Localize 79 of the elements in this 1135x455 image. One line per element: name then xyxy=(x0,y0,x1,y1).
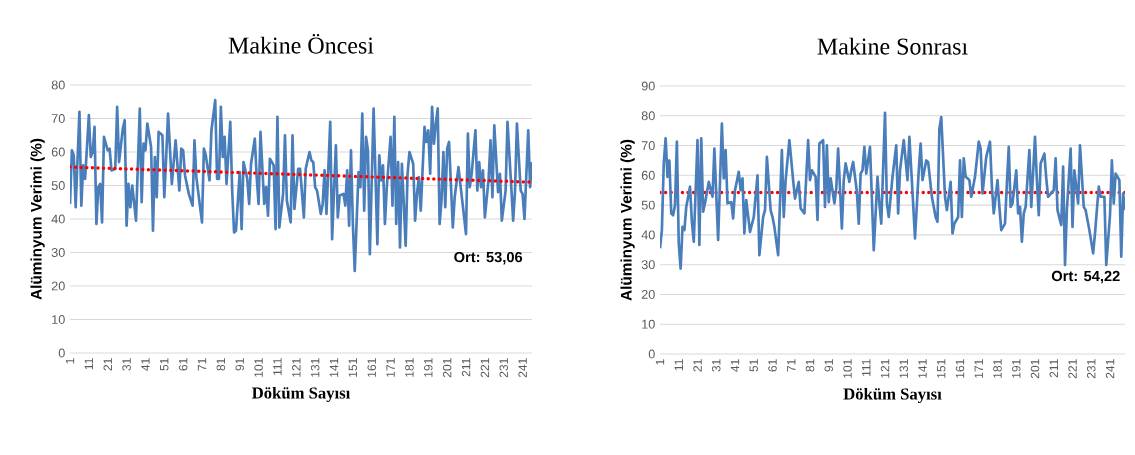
y-tick-label: 0 xyxy=(648,349,655,359)
x-axis-title: Döküm Sayısı xyxy=(843,387,942,404)
y-tick-label: 40 xyxy=(641,230,655,240)
x-axis-title: Döküm Sayısı xyxy=(251,386,351,403)
x-tick-label: 221 xyxy=(1068,359,1077,379)
y-tick-label: 20 xyxy=(51,281,65,291)
x-tick-label: 41 xyxy=(141,358,150,371)
x-tick-label: 171 xyxy=(386,358,395,377)
chart-title: Makine Öncesi xyxy=(228,33,374,54)
annotation: Ort: 53,06 xyxy=(454,251,523,265)
y-tick-label: 60 xyxy=(641,170,655,180)
x-tick-label: 161 xyxy=(367,358,376,377)
x-tick-label: 231 xyxy=(1087,359,1096,379)
x-tick-label: 141 xyxy=(329,358,339,377)
chart-title: Makine Sonrası xyxy=(817,37,968,55)
y-tick-label: 10 xyxy=(642,319,655,329)
y-axis-title: Alüminyum Verimi (%) xyxy=(30,138,45,300)
x-tick-label: 131 xyxy=(310,358,320,377)
x-tick-label: 121 xyxy=(292,358,301,377)
x-tick-label: 161 xyxy=(955,359,965,378)
x-tick-label: 61 xyxy=(768,359,777,372)
y-tick-label: 60 xyxy=(51,147,65,157)
x-tick-label: 11 xyxy=(674,359,683,371)
x-tick-label: 1 xyxy=(655,359,665,365)
y-tick-label: 80 xyxy=(51,80,65,90)
y-tick-label: 80 xyxy=(641,111,655,121)
x-tick-label: 221 xyxy=(480,358,490,378)
x-tick-label: 201 xyxy=(442,358,452,378)
x-tick-label: 71 xyxy=(787,359,796,372)
x-tick-label: 81 xyxy=(805,359,815,372)
y-tick-label: 10 xyxy=(52,315,65,324)
y-tick-label: 50 xyxy=(641,200,655,210)
x-tick-label: 31 xyxy=(122,358,131,371)
x-tick-label: 191 xyxy=(1012,359,1021,378)
x-tick-label: 171 xyxy=(974,359,983,378)
x-tick-label: 201 xyxy=(1030,359,1040,379)
y-tick-label: 0 xyxy=(58,348,65,358)
x-tick-label: 241 xyxy=(518,358,527,378)
annotation: Ort: 54,22 xyxy=(1051,270,1120,284)
line-series xyxy=(70,98,533,273)
x-tick-label: 131 xyxy=(899,359,909,378)
y-tick-label: 40 xyxy=(51,214,65,224)
x-tick-label: 231 xyxy=(499,358,508,378)
x-tick-label: 141 xyxy=(918,359,927,378)
x-tick-label: 241 xyxy=(1105,359,1115,379)
x-tick-label: 111 xyxy=(862,359,871,377)
x-tick-label: 41 xyxy=(730,359,740,372)
y-tick-label: 90 xyxy=(641,81,655,91)
y-axis-title: Alüminyum Verimi (%) xyxy=(620,139,635,301)
x-tick-label: 21 xyxy=(693,359,702,372)
y-tick-label: 70 xyxy=(641,141,655,151)
x-tick-label: 121 xyxy=(880,359,890,378)
x-tick-label: 181 xyxy=(993,359,1002,378)
x-tick-label: 51 xyxy=(160,358,169,371)
x-tick-label: 101 xyxy=(843,359,852,378)
x-tick-label: 11 xyxy=(84,358,93,370)
x-tick-label: 211 xyxy=(1049,359,1058,378)
x-tick-label: 51 xyxy=(749,359,758,372)
x-tick-label: 181 xyxy=(405,358,414,377)
y-tick-label: 30 xyxy=(51,248,65,257)
x-tick-label: 151 xyxy=(937,359,946,378)
x-tick-label: 61 xyxy=(178,358,188,371)
x-tick-label: 191 xyxy=(424,358,433,377)
y-tick-label: 70 xyxy=(51,114,65,123)
x-tick-label: 21 xyxy=(103,358,112,371)
y-tick-label: 50 xyxy=(51,181,65,190)
x-tick-label: 81 xyxy=(216,358,226,371)
x-tick-label: 101 xyxy=(254,358,263,377)
x-tick-label: 91 xyxy=(824,359,834,372)
x-tick-label: 211 xyxy=(461,358,471,377)
x-tick-label: 111 xyxy=(273,358,282,376)
x-tick-label: 71 xyxy=(197,358,207,371)
x-tick-label: 91 xyxy=(235,358,244,371)
y-tick-label: 20 xyxy=(641,289,655,299)
x-tick-label: 31 xyxy=(712,359,721,372)
line-series xyxy=(660,111,1126,270)
y-tick-label: 30 xyxy=(641,260,655,270)
x-tick-label: 1 xyxy=(65,358,75,364)
x-tick-label: 151 xyxy=(348,358,358,377)
